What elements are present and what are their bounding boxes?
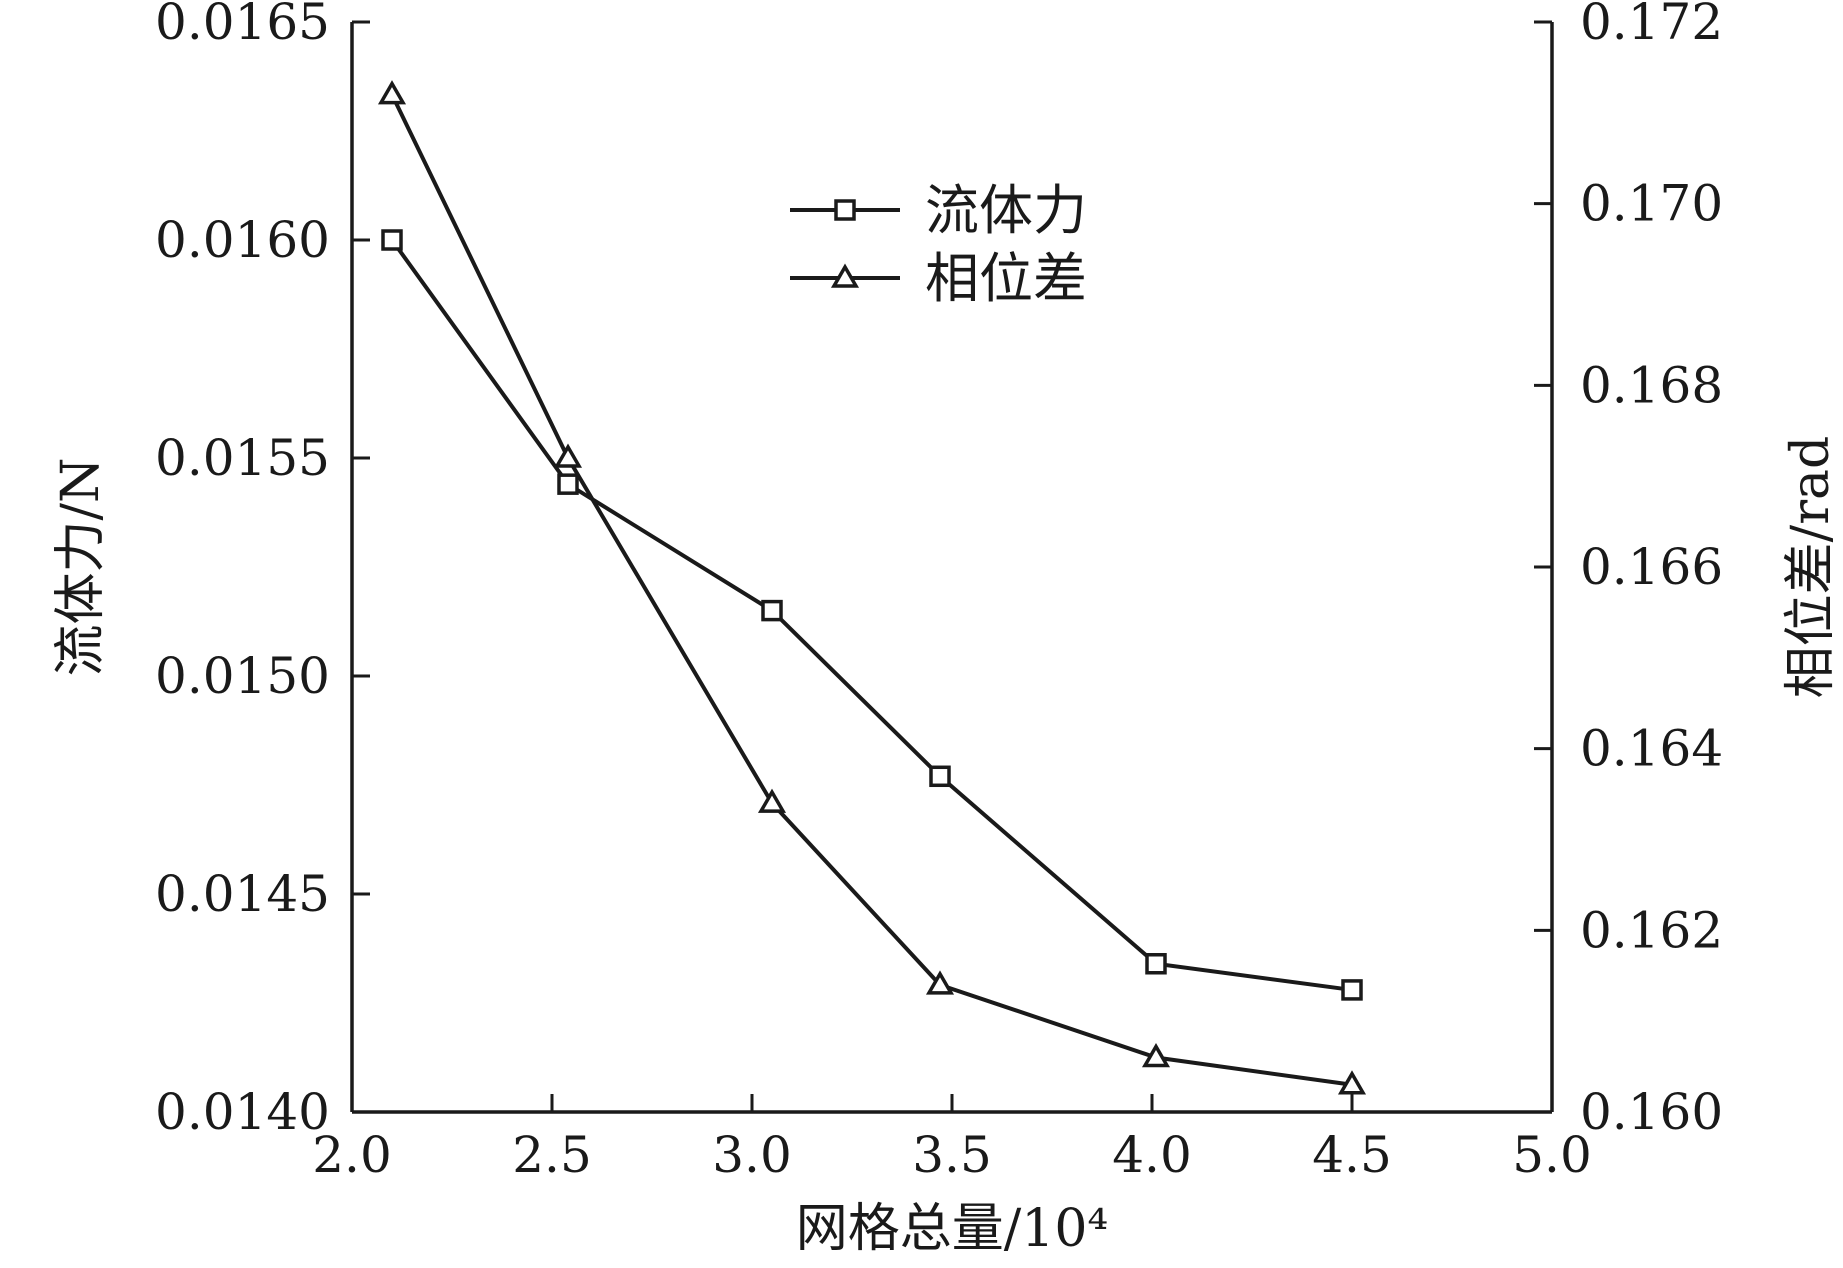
left-y-tick-label: 0.0145 (155, 865, 330, 923)
series-line-1 (390, 238, 1353, 992)
square-marker (761, 599, 783, 622)
square-marker (557, 473, 579, 495)
x-tick-label: 2.5 (512, 1126, 592, 1184)
triangle-marker (757, 788, 787, 813)
left-y-axis-title: 流体力/N (51, 457, 111, 676)
square-marker (381, 229, 403, 251)
x-tick-label: 4.5 (1312, 1126, 1392, 1184)
series-lines (377, 80, 1367, 1095)
left-y-tick-label: 0.0160 (155, 211, 330, 269)
x-tick-label: 3.0 (712, 1126, 792, 1184)
x-tick-label: 4.0 (1112, 1126, 1192, 1184)
right-y-tick-label: 0.172 (1580, 0, 1723, 51)
square-marker (1145, 953, 1167, 975)
triangle-marker (925, 970, 955, 995)
right-y-tick-label: 0.170 (1580, 175, 1723, 233)
left-y-tick-label: 0.0150 (155, 647, 330, 705)
right-y-tick-label: 0.164 (1580, 720, 1723, 778)
triangle-marker (377, 80, 407, 105)
axes: 2.0 2.5 3.0 3.5 4.0 4.5 5.0 0.0140 0.0145 0.0150 0… (155, 0, 1723, 1184)
triangle-marker (1141, 1043, 1171, 1068)
triangle-marker (553, 443, 583, 468)
right-y-tick-label: 0.168 (1580, 356, 1723, 414)
left-y-tick-label: 0.0140 (155, 1083, 330, 1141)
legend-label: 相位差 (925, 247, 1087, 310)
x-tick-label: 5.0 (1512, 1126, 1592, 1184)
series-line-2 (390, 93, 1353, 1087)
x-tick-label: 2.0 (312, 1126, 392, 1184)
square-marker (1341, 979, 1363, 1001)
left-y-tick-label: 0.0165 (155, 0, 330, 51)
triangle-marker (1337, 1070, 1367, 1095)
legend-label: 流体力 (925, 179, 1087, 242)
square-marker (929, 765, 951, 788)
right-y-tick-label: 0.162 (1580, 901, 1723, 959)
right-y-tick-label: 0.160 (1580, 1083, 1723, 1141)
legend-square-marker (834, 199, 856, 221)
legend-triangle-marker (830, 263, 860, 288)
right-y-tick-label: 0.166 (1580, 538, 1723, 596)
x-axis-title: 网格总量/10⁴ (796, 1199, 1109, 1259)
x-tick-label: 3.5 (912, 1126, 992, 1184)
right-y-axis-title: 相位差/rad (1781, 436, 1841, 699)
left-y-tick-label: 0.0155 (155, 429, 330, 487)
